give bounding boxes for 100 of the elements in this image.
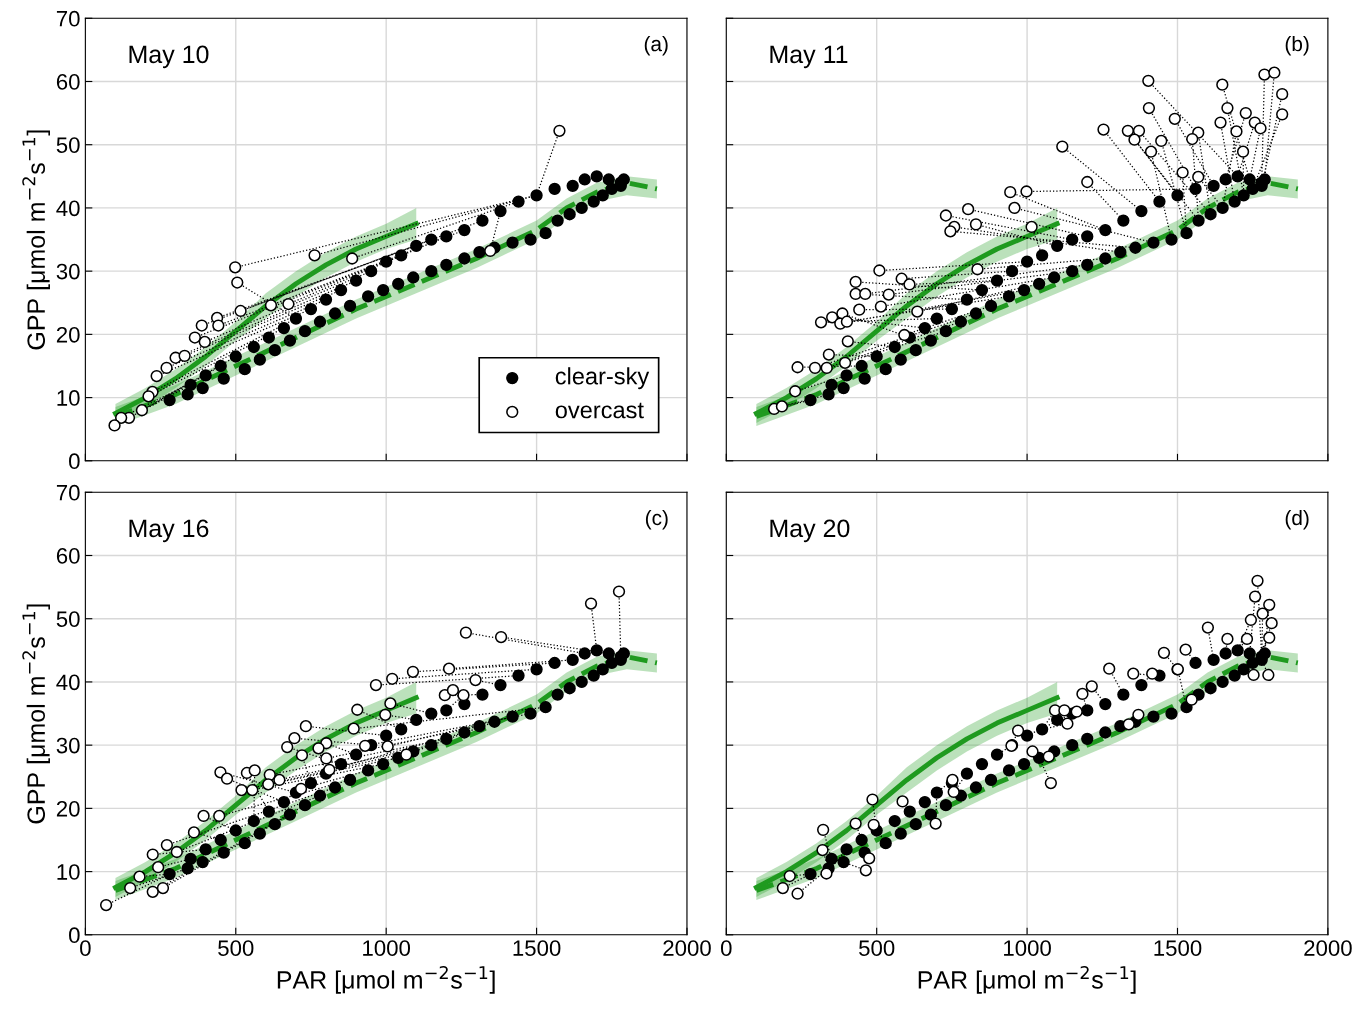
point bbox=[351, 703, 364, 716]
point bbox=[1127, 667, 1140, 680]
annotation: (d) bbox=[1285, 509, 1309, 530]
point bbox=[776, 881, 789, 895]
annotation: May 16 bbox=[129, 519, 209, 543]
point bbox=[1256, 607, 1269, 620]
x-tick-label: 0 bbox=[80, 940, 91, 956]
point bbox=[262, 778, 275, 791]
point bbox=[294, 782, 308, 795]
point bbox=[188, 331, 202, 344]
point bbox=[1103, 662, 1116, 675]
point bbox=[929, 817, 942, 830]
point bbox=[612, 585, 626, 598]
y-tick-label: 30 bbox=[56, 737, 80, 754]
point bbox=[115, 411, 128, 424]
y-tick-label: 40 bbox=[56, 200, 80, 217]
point bbox=[457, 689, 470, 702]
point bbox=[1262, 668, 1275, 682]
point bbox=[494, 630, 508, 644]
point bbox=[866, 793, 879, 806]
point bbox=[1263, 598, 1276, 611]
point bbox=[347, 722, 360, 735]
point bbox=[281, 740, 294, 754]
point bbox=[1058, 704, 1071, 717]
point bbox=[438, 689, 451, 702]
annotation: May 11 bbox=[770, 45, 848, 69]
point bbox=[1157, 646, 1171, 659]
point bbox=[178, 349, 191, 363]
point bbox=[152, 861, 165, 874]
point bbox=[1221, 632, 1234, 646]
point bbox=[195, 319, 208, 332]
point bbox=[146, 885, 159, 898]
point bbox=[1201, 621, 1215, 634]
y-tick-label: 0 bbox=[69, 927, 80, 944]
point bbox=[947, 785, 960, 799]
point bbox=[1132, 708, 1145, 721]
point bbox=[212, 319, 225, 332]
point bbox=[816, 843, 829, 857]
point bbox=[198, 335, 211, 349]
y-tick-label: 30 bbox=[56, 263, 80, 280]
point bbox=[124, 881, 137, 895]
point bbox=[231, 276, 244, 289]
x-tick-label: 1000 bbox=[363, 940, 411, 956]
point bbox=[384, 697, 397, 710]
y-axis-title: GPP [μmol m$^{−2}$s$^{−1}$] bbox=[22, 604, 50, 824]
point bbox=[299, 720, 313, 733]
point bbox=[346, 252, 359, 265]
point bbox=[220, 772, 234, 785]
y-tick-label: 20 bbox=[56, 326, 80, 343]
point bbox=[849, 817, 862, 830]
point bbox=[246, 783, 259, 797]
annotation: May 20 bbox=[770, 519, 850, 543]
point bbox=[1185, 693, 1198, 706]
point bbox=[1122, 718, 1135, 731]
point bbox=[1044, 776, 1057, 790]
x-tick-label: 2000 bbox=[1304, 940, 1352, 956]
point bbox=[229, 261, 242, 274]
point bbox=[187, 826, 201, 839]
y-tick-label: 10 bbox=[57, 390, 80, 406]
point bbox=[312, 742, 325, 755]
point bbox=[446, 684, 460, 697]
point bbox=[273, 773, 286, 787]
point bbox=[295, 749, 309, 762]
point bbox=[320, 752, 333, 765]
y-tick-label: 50 bbox=[56, 137, 80, 153]
annotation: (c) bbox=[645, 509, 668, 530]
annotation: (b) bbox=[1285, 35, 1309, 56]
point bbox=[264, 299, 278, 312]
point bbox=[1011, 724, 1025, 737]
point bbox=[816, 823, 830, 837]
point bbox=[783, 869, 796, 883]
point bbox=[379, 708, 392, 721]
x-axis-title: PAR [μmol m$^{−2}$s$^{−1}$] bbox=[918, 965, 1136, 994]
x-axis-title: PAR [μmol m$^{−2}$s$^{−1}$] bbox=[277, 965, 495, 994]
point bbox=[484, 244, 497, 258]
point bbox=[282, 297, 295, 311]
point bbox=[859, 864, 872, 877]
point bbox=[584, 597, 598, 610]
point bbox=[1061, 717, 1074, 730]
point bbox=[863, 852, 876, 865]
annotation: (a) bbox=[644, 35, 668, 56]
annotation: May 10 bbox=[129, 45, 209, 69]
point bbox=[248, 764, 261, 777]
point bbox=[381, 740, 394, 753]
point bbox=[896, 795, 909, 808]
point bbox=[553, 124, 566, 137]
point bbox=[1265, 616, 1278, 630]
y-tick-label: 50 bbox=[56, 611, 80, 627]
y-tick-label: 40 bbox=[56, 674, 80, 691]
x-tick-label: 1000 bbox=[1004, 940, 1051, 956]
y-tick-label: 20 bbox=[56, 800, 80, 817]
y-tick-label: 70 bbox=[56, 484, 80, 501]
x-tick-label: 500 bbox=[218, 940, 254, 956]
point bbox=[99, 898, 113, 912]
point bbox=[150, 369, 163, 383]
point bbox=[1076, 687, 1089, 701]
point bbox=[369, 678, 383, 692]
y-tick-label: 60 bbox=[56, 548, 80, 564]
point bbox=[406, 665, 420, 678]
x-tick-label: 0 bbox=[720, 940, 732, 956]
